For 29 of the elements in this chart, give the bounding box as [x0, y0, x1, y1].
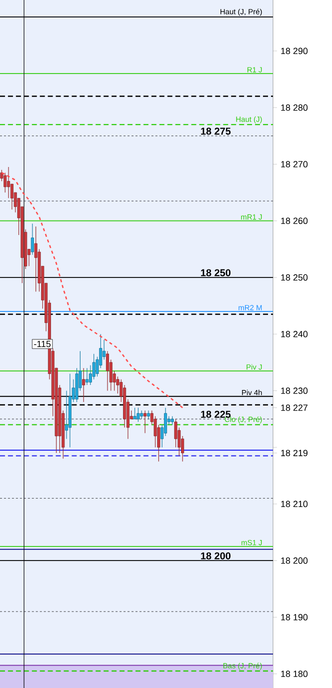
y-tick-label: 18 230: [281, 388, 308, 394]
line-series: [1, 172, 184, 408]
y-tick-label: 18 270: [281, 161, 308, 168]
candlestick: [34, 226, 38, 292]
y-tick-label: 18 219: [281, 450, 308, 456]
candlestick: [133, 407, 136, 420]
annotation: 18 250: [201, 269, 230, 276]
candlestick: [82, 368, 86, 402]
y-tick-label: 18 200: [281, 557, 308, 564]
y-tick-label: 18 240: [281, 330, 308, 338]
y-tick-label: 18 227: [281, 404, 308, 411]
annotation: 18 200: [201, 552, 230, 560]
candlestick: [86, 368, 89, 386]
y-tick-label: 18 260: [281, 218, 308, 224]
y-tick-label: 18 250: [281, 274, 308, 281]
y-tick-label: 18 210: [281, 500, 308, 508]
candlestick: [106, 350, 109, 392]
annotation: -115: [34, 340, 51, 348]
y-tick-label: 18 280: [281, 104, 308, 111]
y-tick-label: 18 180: [281, 670, 308, 678]
candlestick: [30, 223, 34, 256]
annotation: 18 225: [201, 410, 231, 418]
candlestick: [144, 410, 147, 434]
candlestick: [7, 166, 10, 198]
annotation: 18 275: [201, 128, 231, 135]
y-tick-label: 18 190: [281, 614, 308, 620]
y-tick-label: 18 290: [281, 48, 308, 54]
candlestick: [136, 407, 140, 422]
candlestick: [146, 410, 150, 420]
